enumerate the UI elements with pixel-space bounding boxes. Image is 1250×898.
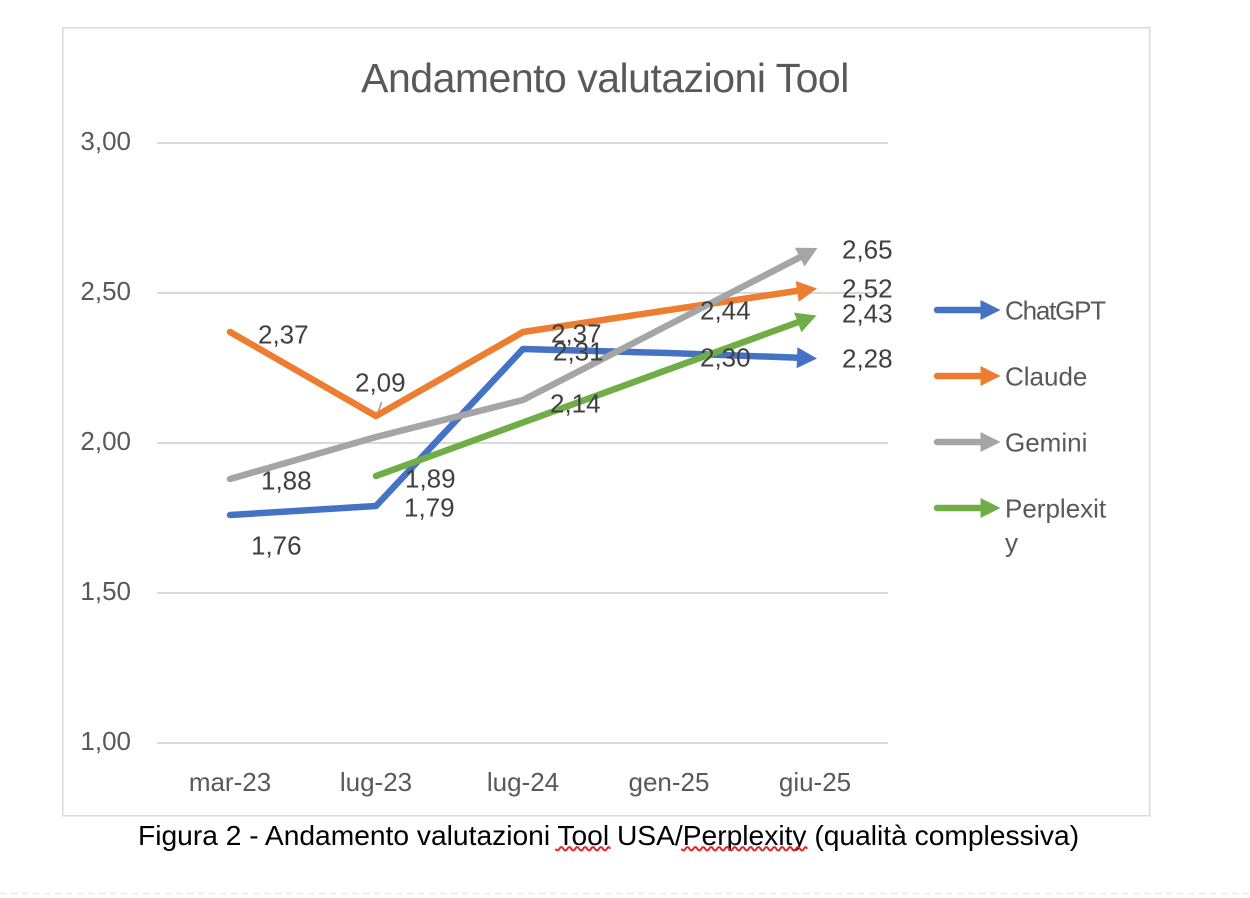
svg-text:Figura 2 - Andamento valutazio: Figura 2 - Andamento valutazioni Tool US… <box>138 819 1079 851</box>
svg-text:1,00: 1,00 <box>80 726 131 756</box>
svg-text:2,37: 2,37 <box>551 319 602 349</box>
svg-text:2,43: 2,43 <box>842 299 893 329</box>
svg-text:1,76: 1,76 <box>251 531 302 561</box>
svg-text:1,88: 1,88 <box>261 466 312 496</box>
svg-text:2,31: 2,31 <box>553 337 604 367</box>
svg-text:1,89: 1,89 <box>405 464 456 494</box>
svg-text:gen-25: gen-25 <box>629 767 710 797</box>
svg-text:2,09: 2,09 <box>355 368 406 398</box>
svg-text:2,14: 2,14 <box>550 389 601 419</box>
svg-text:3,00: 3,00 <box>80 126 131 156</box>
svg-text:1,79: 1,79 <box>404 493 455 523</box>
svg-text:2,28: 2,28 <box>842 344 893 374</box>
svg-text:mar-23: mar-23 <box>189 767 271 797</box>
svg-text:2,00: 2,00 <box>80 426 131 456</box>
svg-text:ChatGPT: ChatGPT <box>1005 296 1106 326</box>
svg-text:1,50: 1,50 <box>80 576 131 606</box>
svg-text:y: y <box>1005 528 1018 558</box>
svg-text:Gemini: Gemini <box>1005 428 1087 458</box>
svg-text:Perplexit: Perplexit <box>1005 494 1107 524</box>
svg-text:2,65: 2,65 <box>842 235 893 265</box>
svg-text:Andamento valutazioni Tool: Andamento valutazioni Tool <box>361 55 849 101</box>
svg-text:2,37: 2,37 <box>258 320 309 350</box>
svg-text:2,52: 2,52 <box>842 274 893 304</box>
svg-text:2,50: 2,50 <box>80 276 131 306</box>
svg-text:lug-23: lug-23 <box>340 767 412 797</box>
svg-text:2,44: 2,44 <box>700 296 751 326</box>
svg-text:lug-24: lug-24 <box>487 767 559 797</box>
svg-text:2,30: 2,30 <box>700 343 751 373</box>
svg-text:Claude: Claude <box>1005 362 1087 392</box>
svg-text:giu-25: giu-25 <box>779 767 851 797</box>
